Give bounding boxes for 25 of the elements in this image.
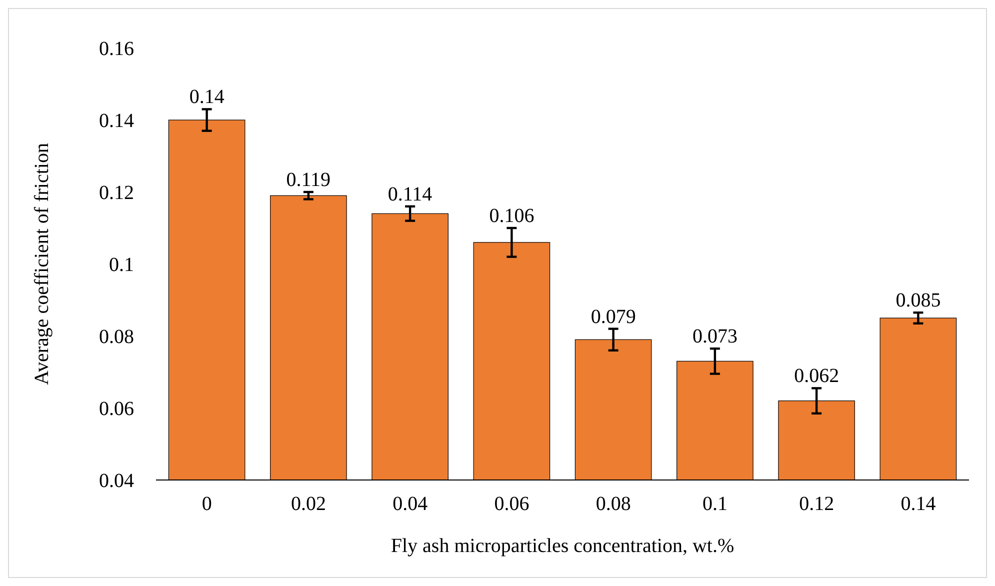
y-tick-label: 0.16	[99, 38, 134, 60]
x-tick-label: 0.06	[494, 493, 530, 515]
y-tick-label: 0.06	[99, 398, 134, 420]
y-tick-label: 0.1	[109, 254, 134, 276]
x-tick-label: 0.14	[900, 493, 936, 515]
data-label: 0.106	[489, 205, 534, 227]
y-tick-label: 0.08	[99, 326, 134, 348]
data-label: 0.085	[896, 290, 941, 312]
data-label: 0.073	[692, 326, 738, 348]
y-tick-label: 0.04	[99, 470, 134, 492]
y-tick-label: 0.12	[99, 182, 134, 204]
data-label: 0.119	[286, 169, 331, 191]
x-tick-label: 0.08	[596, 493, 631, 515]
x-tick-label: 0.04	[392, 493, 428, 515]
x-tick-label: 0	[202, 493, 212, 515]
x-tick-label: 0.02	[290, 493, 326, 515]
y-tick-label: 0.14	[99, 110, 134, 132]
data-label: 0.079	[590, 306, 636, 328]
data-label: 0.062	[794, 365, 840, 388]
data-label: 0.14	[189, 86, 224, 108]
y-axis-title: Average coefficient of friction	[31, 143, 53, 385]
x-tick-label: 0.1	[702, 493, 728, 515]
x-axis-title: Fly ash microparticles concentration, wt.%	[390, 535, 734, 557]
x-tick-label: 0.12	[799, 493, 834, 515]
data-label: 0.114	[388, 183, 432, 206]
